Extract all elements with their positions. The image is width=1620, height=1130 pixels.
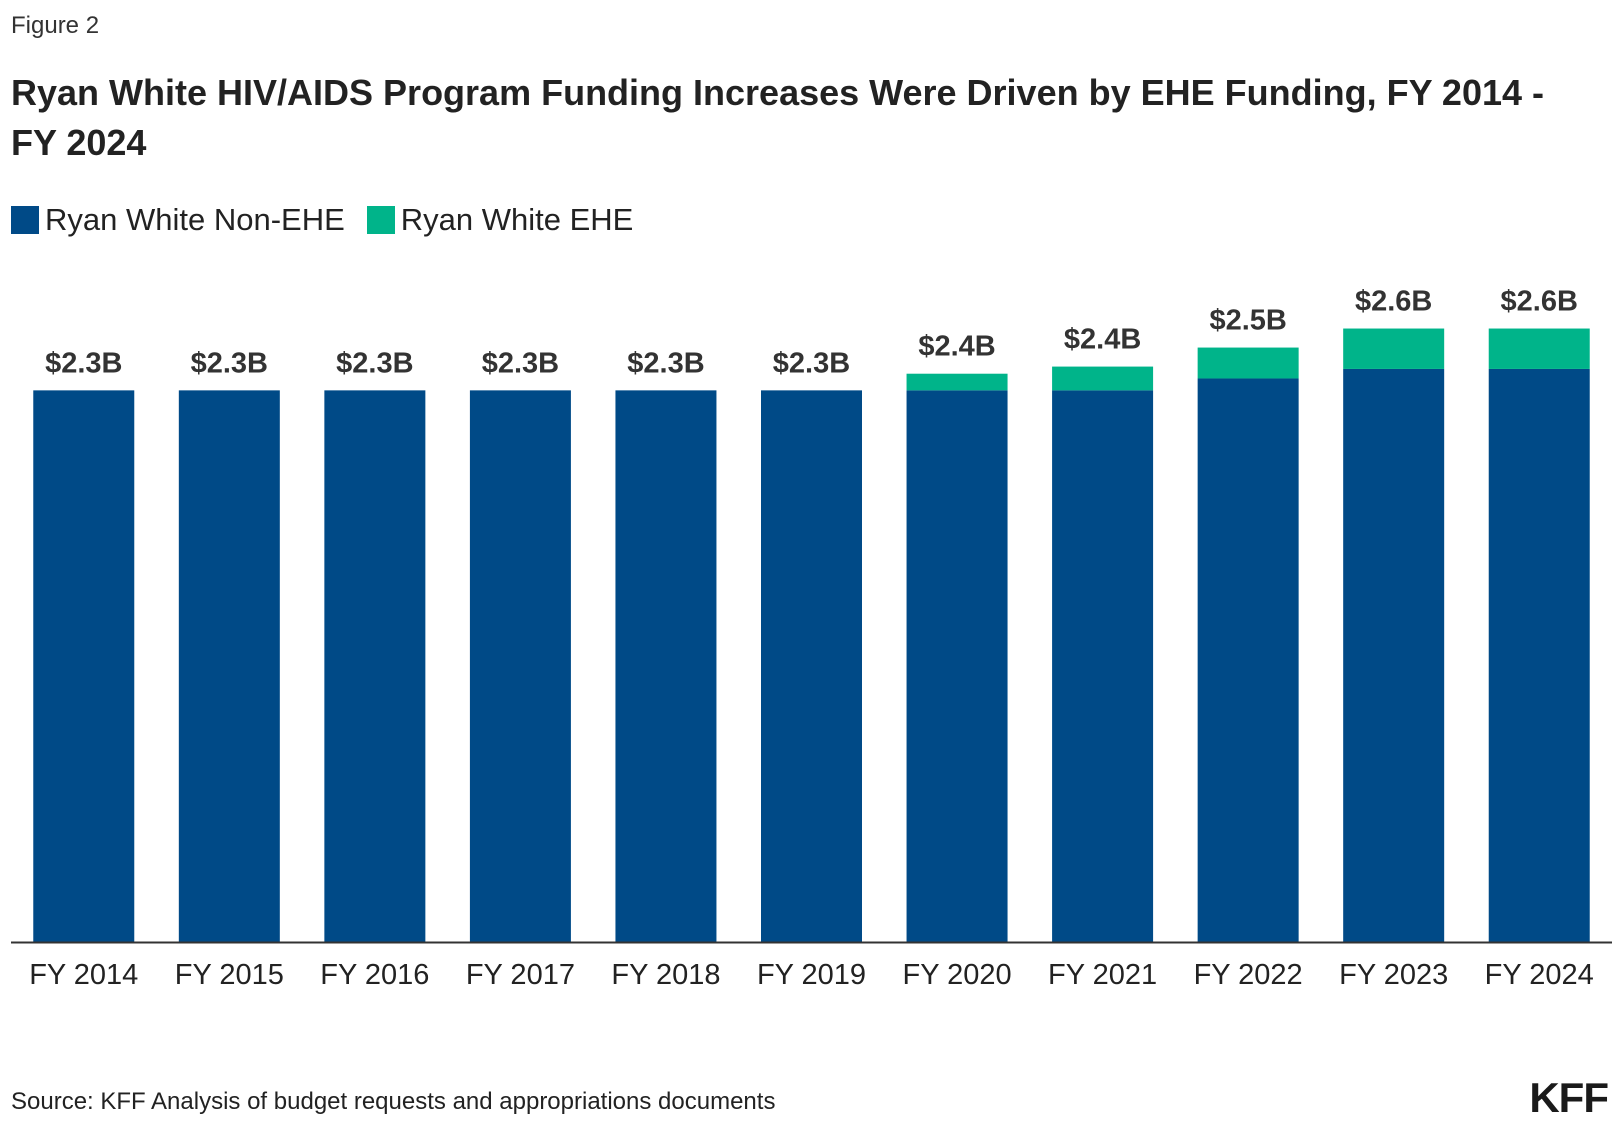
bar-ehe (1488, 328, 1590, 369)
data-label-total: $2.6B (1355, 286, 1432, 318)
bar-chart: $2.3B FY 2014 $2.3B FY 2015 $2.3B FY 2016 $2.3… (11, 286, 1612, 991)
data-label-total: $2.3B (191, 347, 268, 379)
x-tick-label: FY 2016 (320, 959, 429, 991)
chart-title: Ryan White HIV/AIDS Program Funding Incr… (11, 72, 1545, 163)
data-label-total: $2.6B (1501, 286, 1578, 318)
legend-swatch-non-ehe (11, 206, 39, 234)
data-label-total: $2.4B (1064, 324, 1141, 356)
bar-non-ehe (761, 390, 862, 942)
x-tick-label: FY 2020 (902, 959, 1011, 991)
data-label-total: $2.3B (627, 347, 704, 379)
data-label-total: $2.5B (1209, 305, 1286, 337)
legend: Ryan White Non-EHE Ryan White EHE (11, 202, 655, 238)
x-tick-label: FY 2023 (1339, 959, 1448, 991)
bar-non-ehe (615, 390, 717, 942)
bar-non-ehe (906, 390, 1008, 942)
bar-ehe (1343, 328, 1445, 369)
x-tick-label: FY 2018 (611, 959, 720, 991)
kff-logo: KFF (1529, 1074, 1609, 1121)
legend-item-ehe: Ryan White EHE (366, 202, 634, 238)
data-label-total: $2.3B (45, 347, 122, 379)
bar-non-ehe (1052, 390, 1154, 942)
legend-item-non-ehe: Ryan White Non-EHE (11, 202, 345, 238)
bar-non-ehe (178, 390, 280, 942)
x-tick-label: FY 2024 (1485, 959, 1594, 991)
bar-non-ehe (1343, 368, 1445, 943)
data-label-total: $2.3B (773, 347, 850, 379)
bar-ehe (1197, 347, 1299, 379)
source-note: Source: KFF Analysis of budget requests … (11, 1088, 776, 1115)
bar-non-ehe (33, 390, 135, 942)
x-tick-label: FY 2014 (29, 959, 138, 991)
bar-ehe (906, 373, 1008, 391)
legend-swatch-ehe (366, 206, 395, 234)
x-tick-label: FY 2022 (1194, 959, 1303, 991)
bar-non-ehe (324, 390, 426, 942)
x-tick-label: FY 2021 (1048, 959, 1157, 991)
bar-non-ehe (1488, 368, 1590, 943)
data-label-total: $2.3B (482, 347, 559, 379)
data-label-total: $2.3B (336, 347, 413, 379)
figure-label: Figure 2 (11, 12, 100, 39)
x-tick-label: FY 2017 (466, 959, 575, 991)
legend-label-non-ehe: Ryan White Non-EHE (45, 202, 345, 237)
x-tick-label: FY 2019 (757, 959, 866, 991)
x-tick-label: FY 2015 (175, 959, 284, 991)
legend-label-ehe: Ryan White EHE (400, 202, 634, 237)
bar-non-ehe (469, 390, 571, 942)
bar-non-ehe (1197, 378, 1299, 943)
bar-ehe (1052, 366, 1154, 391)
data-label-total: $2.4B (918, 331, 995, 363)
